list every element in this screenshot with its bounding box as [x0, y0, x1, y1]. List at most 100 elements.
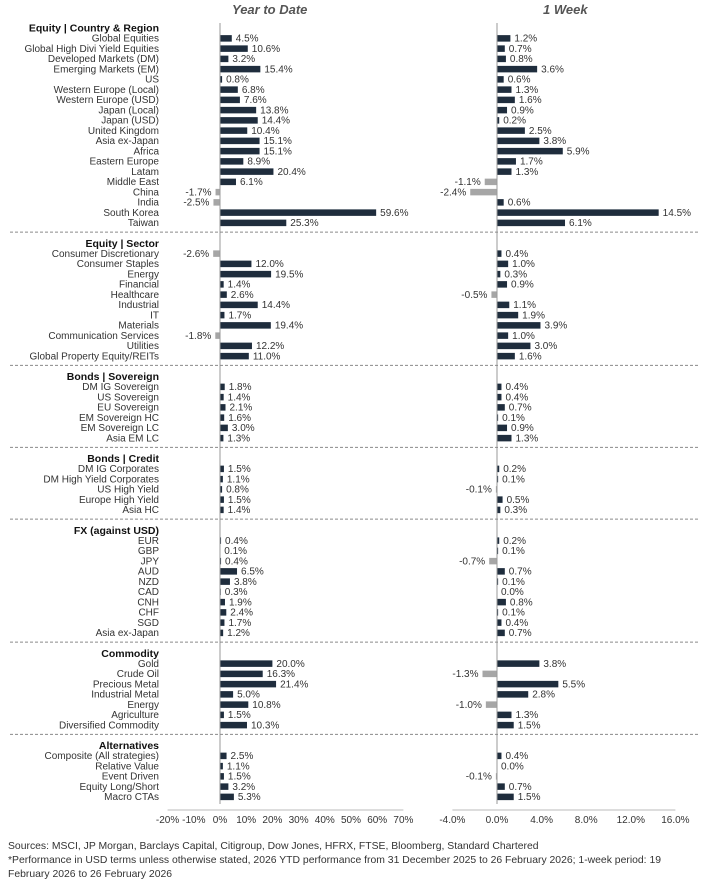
ytd-value-label: 1.5%	[228, 464, 251, 475]
ytd-bar	[220, 598, 225, 606]
row-label: Composite (All strategies)	[45, 751, 159, 762]
ytd-value-label: 12.0%	[255, 259, 283, 270]
week-value-label: 1.3%	[515, 167, 538, 178]
week-value-label: -1.1%	[455, 177, 481, 188]
x-tick-label: 0.0%	[486, 815, 509, 826]
row-label: South Korea	[103, 208, 159, 219]
week-bar	[497, 158, 516, 165]
ytd-value-label: 1.6%	[228, 413, 251, 424]
week-bar	[497, 598, 506, 606]
week-bar	[497, 547, 499, 555]
ytd-value-label: 3.2%	[232, 54, 255, 65]
week-bar	[497, 609, 499, 616]
row-label: Agriculture	[111, 710, 159, 721]
week-value-label: 3.0%	[534, 341, 557, 352]
week-value-label: 1.9%	[522, 310, 545, 321]
row-label: Healthcare	[111, 290, 160, 301]
ytd-bar	[220, 147, 260, 155]
week-bar	[497, 311, 519, 319]
week-value-label: -1.0%	[456, 700, 482, 711]
week-value-label: 0.0%	[501, 761, 524, 772]
ytd-bar	[220, 670, 263, 678]
week-bar	[497, 691, 529, 698]
ytd-bar	[220, 383, 225, 391]
week-value-label: 0.1%	[502, 608, 525, 619]
ytd-value-label: 0.4%	[225, 556, 248, 567]
row-label: CHF	[138, 608, 159, 619]
row-label: Event Driven	[102, 772, 159, 783]
row-label: JPY	[141, 556, 160, 567]
ytd-value-label: 2.1%	[230, 403, 253, 414]
x-tick-label: 12.0%	[617, 815, 645, 826]
ytd-bar	[220, 404, 226, 411]
row-label: Global Equities	[92, 34, 159, 45]
row-label: CNH	[137, 597, 159, 608]
ytd-value-label: -2.6%	[183, 249, 209, 260]
row-label: Financial	[119, 280, 159, 291]
row-label: EU Sovereign	[97, 403, 159, 414]
ytd-bar	[213, 250, 220, 257]
ytd-bar	[220, 322, 271, 329]
ytd-value-label: 21.4%	[280, 679, 308, 690]
group-title: Bonds | Credit	[87, 453, 159, 465]
week-bar	[497, 270, 501, 278]
ytd-bar	[220, 96, 240, 104]
row-label: Equity Long/Short	[80, 782, 160, 793]
ytd-bar	[220, 352, 249, 360]
week-value-label: 1.0%	[512, 259, 535, 270]
week-value-label: 1.7%	[520, 157, 543, 168]
week-bar	[497, 793, 514, 801]
ytd-value-label: 1.5%	[228, 772, 251, 783]
ytd-bar	[220, 281, 224, 288]
ytd-value-label: 19.4%	[275, 321, 303, 332]
week-value-label: 0.7%	[509, 782, 532, 793]
row-label: Eastern Europe	[90, 157, 160, 168]
ytd-value-label: 10.8%	[252, 700, 280, 711]
ytd-bar	[220, 609, 227, 616]
week-value-label: 0.5%	[507, 495, 530, 506]
ytd-value-label: 1.5%	[228, 495, 251, 506]
row-label: US Sovereign	[97, 392, 159, 403]
week-bar	[497, 301, 510, 309]
row-label: Asia HC	[122, 505, 159, 516]
ytd-bar	[220, 578, 230, 585]
ytd-bar	[220, 311, 225, 319]
row-label: Asia ex-Japan	[96, 628, 159, 639]
ytd-value-label: 1.9%	[229, 597, 252, 608]
week-value-label: 0.1%	[502, 413, 525, 424]
week-bar	[482, 670, 497, 678]
row-label: Japan (USD)	[101, 116, 159, 127]
x-tick-label: 60%	[367, 815, 387, 826]
week-bar	[497, 383, 502, 391]
row-label: China	[133, 187, 160, 198]
ytd-bar	[220, 137, 260, 145]
week-value-label: 6.1%	[569, 218, 592, 229]
row-label: United Kingdom	[88, 126, 159, 137]
week-bar	[497, 424, 508, 432]
row-label: EM Sovereign LC	[81, 423, 159, 434]
row-label: Western Europe (Local)	[54, 85, 159, 96]
week-bar	[497, 76, 504, 83]
ytd-bar	[220, 158, 244, 165]
ytd-bar	[220, 342, 252, 350]
week-value-label: 0.1%	[502, 474, 525, 485]
row-label: AUD	[138, 567, 159, 578]
ytd-value-label: 2.4%	[230, 608, 253, 619]
row-label: Communication Services	[48, 331, 159, 342]
x-tick-label: 10%	[236, 815, 256, 826]
week-bar	[497, 680, 559, 688]
ytd-bar	[220, 434, 224, 442]
ytd-bar	[220, 117, 258, 124]
week-value-label: 5.9%	[567, 146, 590, 157]
week-value-label: 3.9%	[544, 321, 567, 332]
ytd-bar	[220, 619, 225, 626]
week-value-label: 0.6%	[508, 75, 531, 86]
row-label: DM High Yield Corporates	[43, 474, 159, 485]
ytd-bar	[220, 393, 224, 401]
row-label: Materials	[118, 321, 159, 332]
ytd-bar	[220, 291, 227, 298]
ytd-value-label: 6.1%	[240, 177, 263, 188]
ytd-bar	[220, 486, 223, 493]
ytd-value-label: 10.6%	[252, 44, 280, 55]
